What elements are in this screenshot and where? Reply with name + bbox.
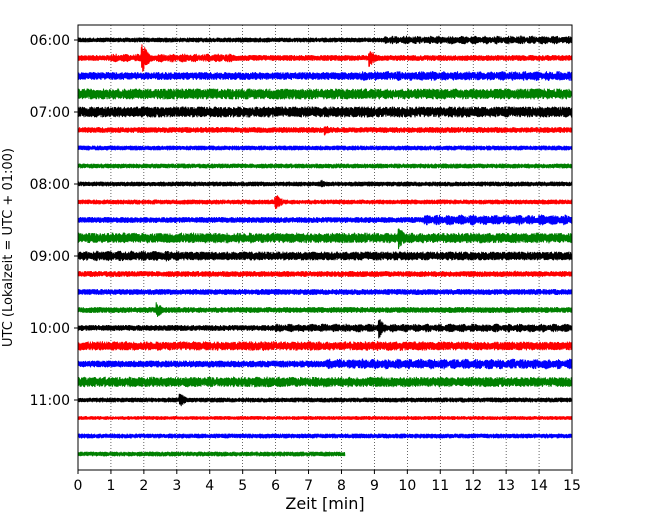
trace-0730 — [77, 145, 573, 151]
trace-1045 — [77, 376, 573, 388]
x-tick-label-8: 8 — [337, 478, 346, 494]
y-tick-label-08:00: 08:00 — [30, 177, 70, 193]
y-tick-label-09:00: 09:00 — [30, 249, 70, 265]
x-axis-ticks: 0 1 2 3 4 5 6 7 8 9 10 11 12 13 14 15 — [74, 470, 581, 494]
y-tick-label-10:00: 10:00 — [30, 321, 70, 337]
x-tick-label-9: 9 — [370, 478, 379, 494]
x-tick-label-13: 13 — [497, 478, 515, 494]
y-tick-label-06:00: 06:00 — [30, 33, 70, 49]
trace-1130 — [77, 433, 573, 439]
x-tick-label-6: 6 — [271, 478, 280, 494]
plot-frame — [77, 24, 573, 471]
x-tick-label-7: 7 — [304, 478, 313, 494]
trace-0945 — [77, 302, 573, 318]
trace-1145 — [77, 451, 346, 457]
x-tick-label-3: 3 — [172, 478, 181, 494]
trace-0845 — [77, 228, 573, 250]
x-tick-label-2: 2 — [139, 478, 148, 494]
x-tick-label-12: 12 — [464, 478, 482, 494]
trace-0615 — [77, 44, 573, 72]
trace-0745 — [77, 163, 573, 169]
trace-1015 — [77, 340, 573, 352]
trace-0715 — [77, 125, 573, 136]
x-tick-label-5: 5 — [238, 478, 247, 494]
seismogram-traces — [77, 35, 573, 457]
y-tick-label-07:00: 07:00 — [30, 105, 70, 121]
trace-0600 — [77, 35, 573, 45]
x-tick-label-14: 14 — [530, 478, 548, 494]
trace-1100 — [77, 393, 573, 407]
trace-0815 — [77, 195, 573, 210]
vertical-grid-lines — [110, 25, 540, 470]
trace-1115 — [77, 415, 573, 421]
trace-0630 — [77, 70, 573, 82]
x-tick-label-11: 11 — [431, 478, 449, 494]
x-tick-label-10: 10 — [398, 478, 416, 494]
trace-0700 — [77, 106, 573, 118]
x-tick-label-15: 15 — [563, 478, 581, 494]
trace-0930 — [77, 288, 573, 296]
y-axis-label: UTC (Lokalzeit = UTC + 01:00) — [1, 148, 16, 347]
trace-0800 — [77, 179, 573, 188]
trace-0915 — [77, 270, 573, 278]
y-axis-ticks: 06:00 07:00 08:00 09:00 10:00 11:00 — [30, 33, 78, 409]
trace-1000 — [77, 319, 573, 339]
trace-0900 — [77, 250, 573, 262]
trace-0645 — [77, 88, 573, 100]
y-tick-label-11:00: 11:00 — [30, 393, 70, 409]
trace-0830 — [77, 214, 573, 226]
x-axis-label: Zeit [min] — [285, 494, 364, 513]
x-tick-label-4: 4 — [205, 478, 214, 494]
x-tick-label-0: 0 — [74, 478, 83, 494]
x-tick-label-1: 1 — [106, 478, 115, 494]
trace-1030 — [77, 358, 573, 370]
